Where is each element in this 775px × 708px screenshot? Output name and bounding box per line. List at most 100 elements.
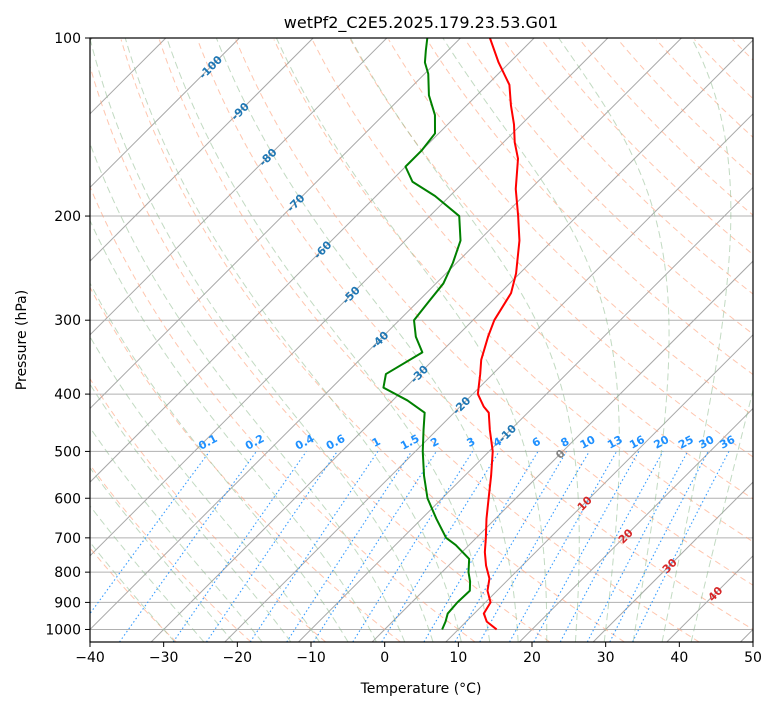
mixing-ratio-line [609, 451, 709, 642]
mixing-ratio-label: 0.2 [243, 432, 266, 453]
mixing-ratio-label: 1 [370, 435, 383, 450]
mixing-ratio-label: 0.4 [293, 432, 317, 453]
mixing-ratio-label: 6 [530, 435, 543, 450]
y-tick-label: 600 [54, 491, 81, 507]
dry-adiabat-line [311, 39, 753, 500]
x-tick-label: 30 [597, 650, 615, 666]
mixing-ratio-label: 36 [717, 433, 737, 452]
isotherm-line [592, 481, 753, 642]
chart-title: wetPf2_C2E5.2025.179.23.53.G01 [284, 13, 558, 33]
y-axis-label: Pressure (hPa) [14, 290, 30, 390]
moist-adiabat-line [661, 38, 732, 642]
dry-adiabat-line [90, 185, 476, 642]
isotherm-line [90, 38, 461, 410]
moist-adiabat-line [166, 38, 491, 642]
y-tick-label: 300 [54, 313, 81, 329]
mixing-ratio-line [249, 451, 379, 642]
mixing-ratio-line [172, 451, 307, 642]
isotherm-line [371, 260, 753, 642]
moist-adiabat-line [90, 142, 406, 642]
plot-frame [89, 37, 754, 643]
dewpoint-profile-line [382, 38, 472, 630]
mixing-ratio-line [381, 451, 500, 642]
x-tick-label: −40 [75, 650, 105, 666]
isotherm-label: -100 [196, 53, 225, 82]
isotherm-line [740, 628, 753, 642]
dry-adiabat-line [732, 39, 753, 61]
isotherm-line [90, 38, 609, 557]
dry-adiabat-line [388, 39, 753, 417]
background-lines [90, 38, 775, 642]
x-tick-label: 20 [523, 650, 541, 666]
isotherm-line [445, 334, 753, 642]
dry-adiabat-line [273, 39, 753, 543]
mixing-ratio-line [533, 451, 640, 642]
mixing-ratio-label: 1.5 [398, 432, 421, 453]
isotherm-line [90, 38, 314, 262]
mixing-ratio-label: 8 [559, 435, 572, 450]
x-tick-label: 50 [744, 650, 762, 666]
dry-adiabat-line [90, 64, 551, 642]
moist-adiabat-line [90, 335, 320, 642]
x-tick-label: −10 [296, 650, 326, 666]
isotherm-line [90, 38, 682, 631]
dry-adiabat-line [90, 464, 252, 642]
moist-adiabat-line [275, 38, 548, 642]
mixing-ratio-line [559, 451, 664, 642]
moist-adiabat-line [349, 38, 580, 642]
mixing-ratio-label: 25 [676, 433, 696, 452]
dry-adiabat-line [694, 39, 753, 100]
mixing-ratio-label: 13 [605, 433, 625, 452]
mixing-ratio-label: 16 [627, 433, 647, 452]
x-tick-label: −20 [223, 650, 253, 666]
mixing-ratio-line [632, 451, 730, 642]
isotherm-line [90, 38, 388, 336]
isotherm-line [150, 39, 753, 642]
moist-adiabat-line [90, 466, 234, 642]
mixing-ratio-label: 3 [465, 435, 478, 450]
moist-adiabat-line [90, 219, 377, 642]
dry-adiabat-line [464, 39, 753, 335]
dry-adiabat-line [197, 39, 753, 631]
y-tick-label: 1000 [45, 622, 81, 638]
isotherm-line [519, 407, 753, 642]
x-tick-label: 0 [380, 650, 389, 666]
dry-adiabat-line [158, 39, 700, 642]
background-labels: 0.1 0.2 0.4 0.6 1 1.5 2 3 4 6 8 10 13 16 20 25 30 36-100-… [196, 53, 737, 604]
y-tick-label: 100 [54, 31, 81, 47]
isotherm-line [90, 38, 240, 189]
y-tick-label: 200 [54, 209, 81, 225]
isotherm-line [224, 113, 753, 642]
y-tick-label: 500 [54, 444, 81, 460]
moist-adiabat-line [90, 38, 434, 642]
mixing-ratio-line [119, 451, 257, 642]
mixing-ratio-line [286, 451, 413, 642]
moist-adiabat-line [90, 505, 205, 642]
mixing-ratio-label: 30 [697, 433, 717, 452]
dry-adiabat-line [349, 39, 753, 458]
profile-series [382, 38, 521, 631]
dry-adiabat-line [90, 377, 327, 642]
isotherm-line [90, 38, 535, 483]
dry-adiabat-line [235, 39, 753, 586]
moist-adiabat-line [215, 38, 519, 642]
mixing-ratio-label: 10 [578, 433, 598, 452]
mixing-ratio-line [509, 451, 618, 642]
y-tick-label: 900 [54, 595, 81, 611]
moist-adiabat-line [90, 426, 263, 642]
x-tick-label: 40 [670, 650, 688, 666]
dry-adiabat-line [617, 39, 753, 177]
mixing-ratio-line [423, 451, 539, 642]
x-tick-label: −30 [149, 650, 179, 666]
mixing-ratio-line [313, 451, 437, 642]
mixing-ratio-label: 20 [652, 433, 672, 452]
moist-adiabat-line [90, 541, 176, 642]
y-tick-label: 400 [54, 387, 81, 403]
axis-ticks: −40 −30 −20 −10 0 10 20 30 40 5010020030040050060… [45, 31, 762, 666]
x-axis-label: Temperature (°C) [360, 681, 482, 697]
moist-adiabat-line [90, 282, 349, 642]
dry-adiabat-line [771, 40, 775, 642]
moist-adiabat-line [558, 38, 670, 642]
dry-adiabat-line [90, 286, 401, 642]
